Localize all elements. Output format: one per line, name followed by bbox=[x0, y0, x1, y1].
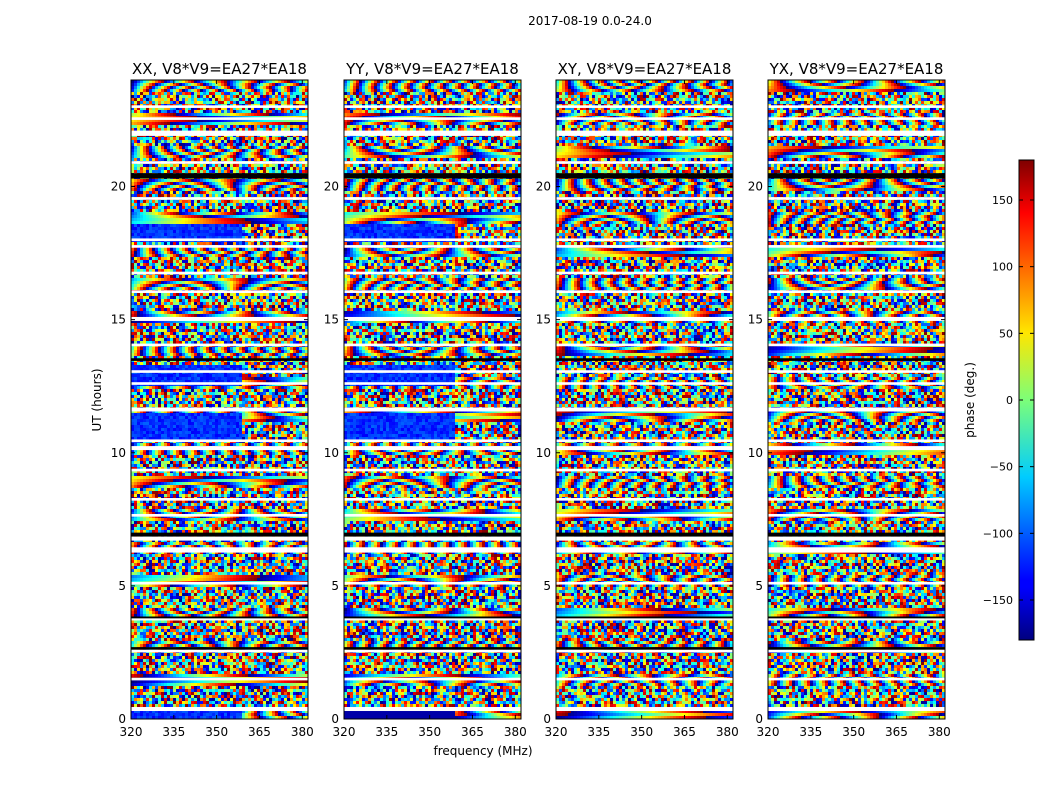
colorbar-tick-label: 150 bbox=[992, 194, 1013, 207]
ytick-label: 20 bbox=[111, 180, 126, 194]
panel-yy-heatmap bbox=[344, 80, 521, 719]
xtick-label: 335 bbox=[162, 725, 185, 739]
panel-xx-heatmap bbox=[131, 80, 308, 719]
x-axis-label: frequency (MHz) bbox=[433, 744, 532, 758]
ytick-label: 15 bbox=[111, 313, 126, 327]
ytick-label: 20 bbox=[748, 180, 763, 194]
colorbar-tick-label: 0 bbox=[1006, 394, 1013, 407]
ytick-label: 20 bbox=[324, 180, 339, 194]
panel-xy: XY, V8*V9=EA27*EA18 320 335 350 365 380 0 5 10 15… bbox=[536, 60, 739, 739]
xtick-label: 320 bbox=[545, 725, 568, 739]
xtick-label: 335 bbox=[375, 725, 398, 739]
xtick-label: 335 bbox=[799, 725, 822, 739]
xtick-label: 365 bbox=[248, 725, 271, 739]
ytick-label: 10 bbox=[536, 446, 551, 460]
panel-xx-title: XX, V8*V9=EA27*EA18 bbox=[132, 60, 307, 78]
colorbar: 150 100 50 0 −50 −100 −150 phase (deg.) bbox=[963, 160, 1034, 640]
ytick-label: 5 bbox=[543, 579, 551, 593]
ytick-label: 0 bbox=[543, 712, 551, 726]
ytick-label: 15 bbox=[324, 313, 339, 327]
xtick-label: 380 bbox=[716, 725, 739, 739]
panel-yy-title: YY, V8*V9=EA27*EA18 bbox=[345, 60, 519, 78]
ytick-label: 15 bbox=[748, 313, 763, 327]
colorbar-tick-label: −150 bbox=[983, 594, 1013, 607]
panel-xy-title: XY, V8*V9=EA27*EA18 bbox=[558, 60, 732, 78]
xtick-label: 380 bbox=[504, 725, 527, 739]
xtick-label: 320 bbox=[757, 725, 780, 739]
panel-yy: YY, V8*V9=EA27*EA18 320 335 350 365 380 0 5 10 15… bbox=[324, 60, 527, 739]
xtick-label: 320 bbox=[333, 725, 356, 739]
xtick-label: 320 bbox=[120, 725, 143, 739]
xtick-label: 365 bbox=[885, 725, 908, 739]
ytick-label: 0 bbox=[755, 712, 763, 726]
ytick-label: 5 bbox=[755, 579, 763, 593]
ytick-label: 10 bbox=[111, 446, 126, 460]
xtick-label: 365 bbox=[673, 725, 696, 739]
colorbar-tick-label: −100 bbox=[983, 527, 1013, 540]
panel-yx-heatmap bbox=[768, 80, 945, 719]
xtick-label: 350 bbox=[630, 725, 653, 739]
ytick-label: 10 bbox=[324, 446, 339, 460]
ytick-label: 15 bbox=[536, 313, 551, 327]
ytick-label: 0 bbox=[118, 712, 126, 726]
panel-yx-title: YX, V8*V9=EA27*EA18 bbox=[769, 60, 944, 78]
ytick-label: 5 bbox=[118, 579, 126, 593]
y-axis-label: UT (hours) bbox=[90, 368, 104, 431]
ytick-label: 5 bbox=[331, 579, 339, 593]
xtick-label: 335 bbox=[587, 725, 610, 739]
panel-xy-heatmap bbox=[556, 80, 733, 719]
ytick-label: 20 bbox=[536, 180, 551, 194]
panel-xx: XX, V8*V9=EA27*EA18 320 335 350 365 380 0 5 10 15… bbox=[111, 60, 314, 739]
colorbar-tick-label: 100 bbox=[992, 261, 1013, 274]
ytick-label: 0 bbox=[331, 712, 339, 726]
xtick-label: 380 bbox=[928, 725, 951, 739]
colorbar-tick-label: 50 bbox=[999, 327, 1013, 340]
panel-yx: YX, V8*V9=EA27*EA18 320 335 350 365 380 0 5 10 15… bbox=[748, 60, 951, 739]
xtick-label: 350 bbox=[842, 725, 865, 739]
xtick-label: 350 bbox=[205, 725, 228, 739]
phase-waterfall-figure: XX, V8*V9=EA27*EA18 320 335 350 365 380 0 5 10 15… bbox=[0, 0, 1050, 800]
xtick-label: 350 bbox=[418, 725, 441, 739]
xtick-label: 365 bbox=[461, 725, 484, 739]
ytick-label: 10 bbox=[748, 446, 763, 460]
xtick-label: 380 bbox=[291, 725, 314, 739]
colorbar-tick-label: −50 bbox=[990, 461, 1013, 474]
colorbar-label: phase (deg.) bbox=[963, 362, 977, 438]
